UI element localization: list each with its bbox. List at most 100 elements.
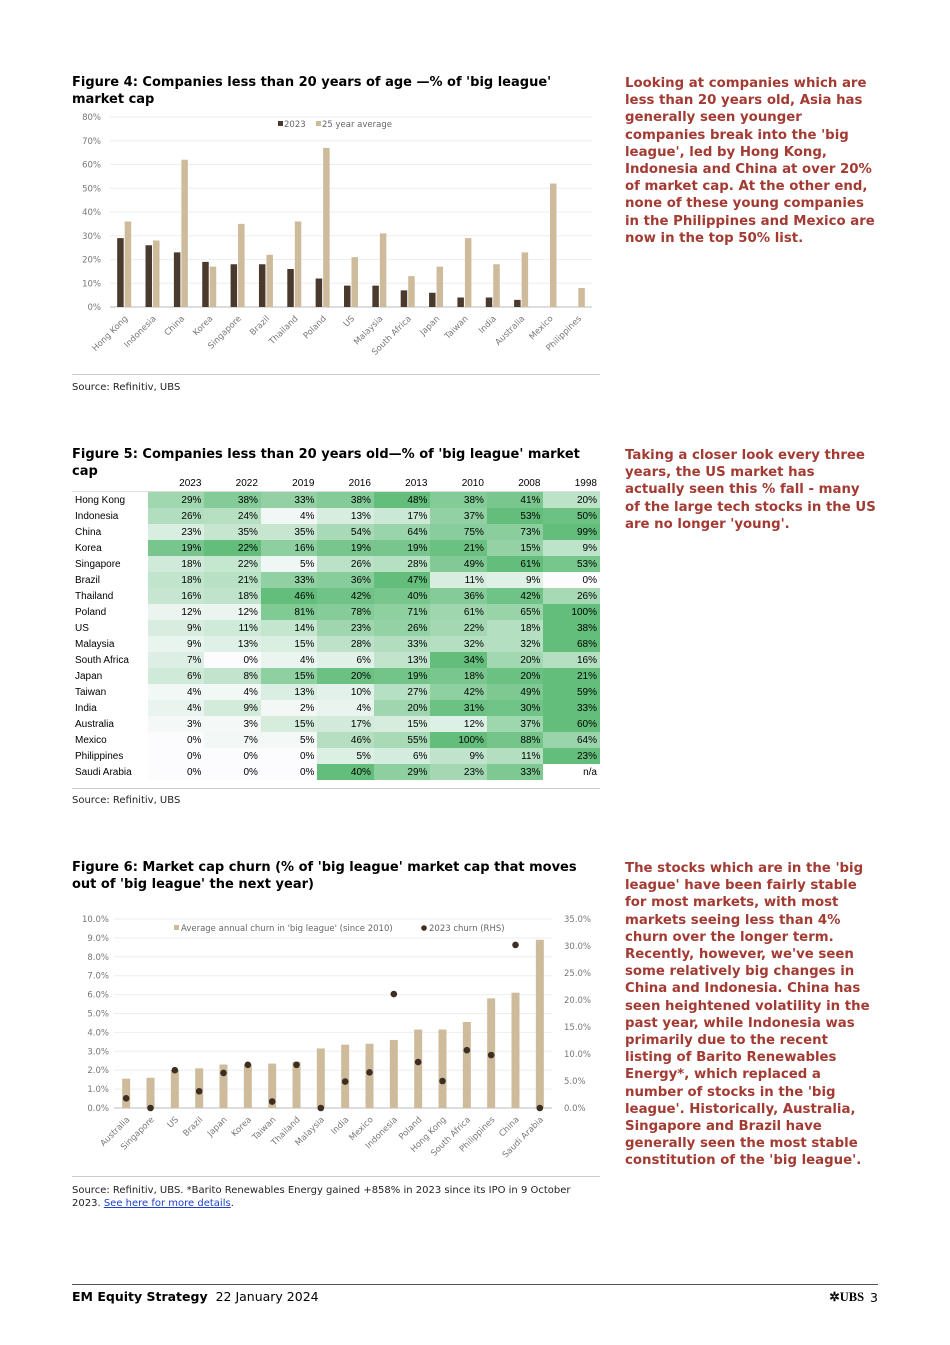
- table-cell: 9%: [147, 620, 205, 636]
- table-cell: 37%: [486, 716, 544, 732]
- table-cell: 15%: [260, 716, 318, 732]
- x-tick-label: Brazil: [181, 1115, 205, 1139]
- table-cell: 0%: [543, 572, 600, 588]
- y-tick-label-left: 3.0%: [87, 1047, 109, 1057]
- table-cell: 26%: [373, 620, 431, 636]
- table-cell: 53%: [486, 508, 544, 524]
- table-cell: 31%: [430, 700, 487, 716]
- bar-2023: [173, 252, 181, 307]
- y-tick-label-left: 9.0%: [87, 934, 109, 944]
- table-cell: 23%: [317, 620, 374, 636]
- table-cell: 20%: [543, 491, 600, 508]
- table-cell: 23%: [543, 748, 600, 764]
- table-cell: 23%: [147, 524, 205, 540]
- figure-5-table: 2023 2022 2019 2016 2013 2010 2008 1998 Hong Ko…: [72, 475, 600, 780]
- bar-average: [436, 266, 444, 307]
- table-cell: 22%: [430, 620, 487, 636]
- table-cell: 38%: [543, 620, 600, 636]
- x-tick-label: Mexico: [528, 314, 556, 342]
- table-cell: 33%: [486, 764, 544, 780]
- table-cell: 49%: [430, 556, 487, 572]
- row-label: Mexico: [75, 734, 107, 746]
- table-cell: 18%: [430, 668, 487, 684]
- table-cell: 12%: [204, 604, 261, 620]
- table-cell: 9%: [204, 700, 261, 716]
- table-cell: 88%: [486, 732, 544, 748]
- table-cell: 9%: [147, 636, 205, 652]
- y-tick-label-right: 30.0%: [564, 942, 591, 952]
- table-cell: 46%: [317, 732, 374, 748]
- publication-name: EM Equity Strategy: [72, 1289, 208, 1304]
- table-cell: 36%: [317, 572, 374, 588]
- churn-2023-dot: [293, 1061, 300, 1069]
- table-cell: 49%: [486, 684, 544, 700]
- table-cell: 13%: [204, 636, 261, 652]
- table-cell: 18%: [147, 572, 205, 588]
- table-cell: 16%: [543, 652, 600, 668]
- y-tick-label-right: 0.0%: [564, 1104, 586, 1114]
- churn-2023-dot: [268, 1098, 276, 1105]
- row-label: Thailand: [75, 590, 114, 602]
- churn-bar: [462, 1022, 471, 1108]
- y-tick-label: 30%: [82, 232, 101, 242]
- table-cell: 20%: [317, 668, 374, 684]
- row-label: Brazil: [75, 574, 101, 586]
- x-tick-label: Hong Kong: [91, 314, 131, 354]
- table-cell: 30%: [486, 700, 544, 716]
- table-cell: 81%: [260, 604, 318, 620]
- churn-2023-dot: [439, 1077, 446, 1085]
- x-tick-label: Australia: [494, 314, 528, 348]
- table-cell: 42%: [317, 588, 374, 604]
- table-cell: 54%: [317, 524, 374, 540]
- table-cell: 13%: [260, 684, 318, 700]
- keys-icon: ✲: [829, 1290, 840, 1304]
- column-header: 1998: [543, 475, 600, 492]
- bar-average: [181, 159, 188, 307]
- commentary-figure-4: Looking at companies which are less than…: [625, 76, 875, 246]
- table-cell: 33%: [543, 700, 600, 716]
- churn-bar: [243, 1064, 252, 1108]
- table-cell: 5%: [260, 732, 318, 748]
- x-tick-label: Taiwan: [442, 314, 470, 342]
- column-header: 2023: [147, 475, 205, 492]
- bar-2023: [344, 285, 351, 307]
- table-cell: 100%: [543, 604, 600, 620]
- table-cell: 20%: [486, 652, 544, 668]
- column-header: 2016: [317, 475, 374, 492]
- table-cell: 0%: [147, 764, 205, 780]
- bar-2023: [117, 238, 124, 307]
- commentary-figure-6: The stocks which are in the 'big league'…: [625, 861, 870, 1169]
- x-tick-label: Poland: [302, 314, 329, 341]
- table-cell: 9%: [486, 572, 544, 588]
- bar-average: [408, 276, 415, 307]
- ubs-logo: ✲UBS: [829, 1290, 865, 1304]
- y-tick-label-right: 15.0%: [564, 1023, 591, 1033]
- table-cell: 4%: [147, 684, 205, 700]
- table-row: Singapore 18% 22% 5% 26% 28% 49% 61% 53%: [72, 556, 600, 572]
- table-cell: 71%: [373, 604, 431, 620]
- table-row: Malaysia 9% 13% 15% 28% 33% 32% 32% 68%: [72, 636, 600, 652]
- table-cell: 18%: [486, 620, 544, 636]
- table-cell: 41%: [486, 491, 544, 508]
- table-cell: 12%: [147, 604, 205, 620]
- more-details-link[interactable]: See here for more details: [103, 1198, 231, 1209]
- table-cell: 64%: [543, 732, 600, 748]
- table-cell: 28%: [317, 636, 374, 652]
- table-cell: 20%: [486, 668, 544, 684]
- bar-average: [578, 288, 585, 307]
- table-cell: 42%: [486, 588, 544, 604]
- bar-average: [521, 252, 529, 307]
- bar-2023: [485, 297, 493, 307]
- table-cell: 29%: [373, 764, 431, 780]
- table-cell: 50%: [543, 508, 600, 524]
- churn-2023-dot: [244, 1061, 252, 1069]
- table-cell: 24%: [204, 508, 261, 524]
- table-cell: 14%: [260, 620, 318, 636]
- divider: [72, 1176, 600, 1177]
- table-cell: 29%: [147, 491, 205, 508]
- y-tick-label-left: 5.0%: [87, 1010, 109, 1020]
- bar-average: [549, 183, 557, 307]
- table-cell: 12%: [430, 716, 487, 732]
- table-cell: 7%: [204, 732, 261, 748]
